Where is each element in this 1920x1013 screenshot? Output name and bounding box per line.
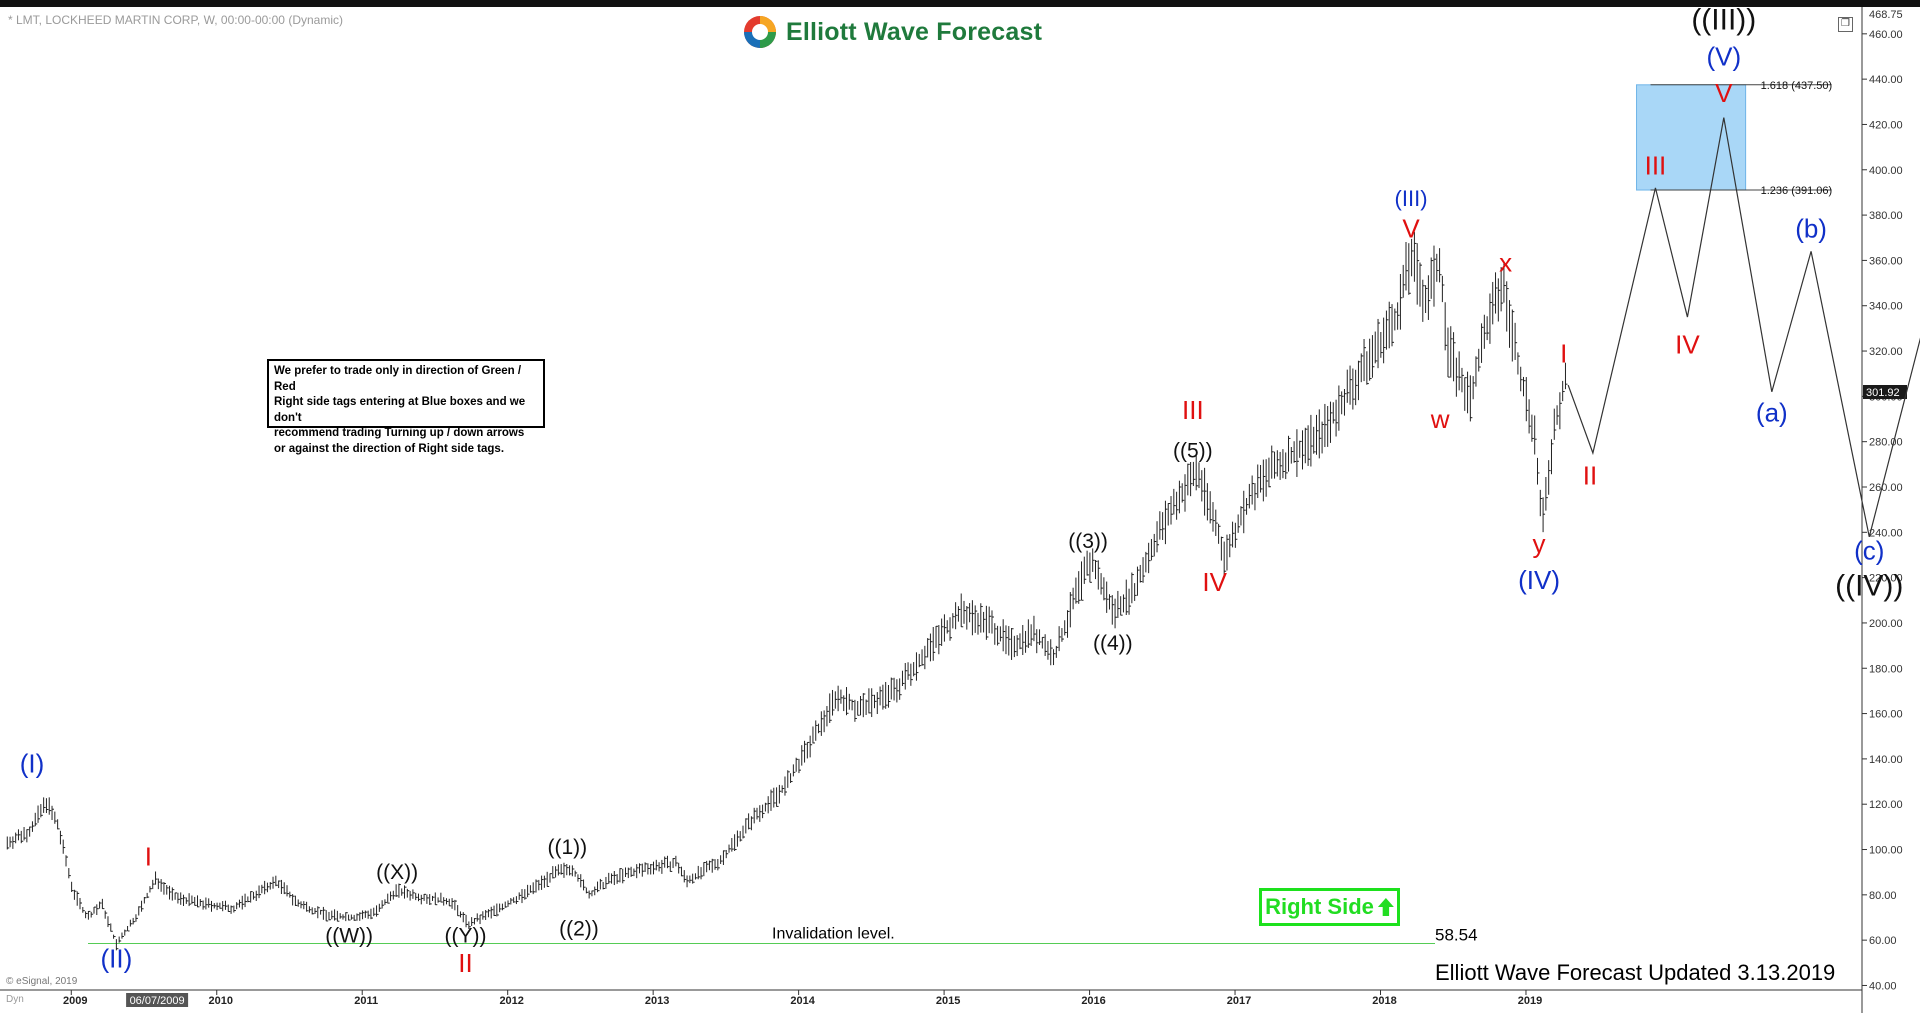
wave-label: ((5)) <box>1173 440 1213 463</box>
note-line: or against the direction of Right side t… <box>274 442 505 455</box>
wave-label: II <box>1583 461 1597 491</box>
wave-label: ((4)) <box>1093 632 1133 655</box>
wave-label: IV <box>1202 567 1227 597</box>
note-line: We prefer to trade only in direction of … <box>274 365 522 393</box>
date-marker-label: 06/07/2009 <box>130 995 185 1007</box>
y-tick-label: 440.00 <box>1869 74 1903 86</box>
wave-label: ((Y)) <box>445 924 487 947</box>
y-tick-label: 60.00 <box>1869 935 1897 947</box>
y-tick-label: 360.00 <box>1869 255 1903 267</box>
x-tick-label: 2013 <box>645 995 669 1007</box>
x-tick-label: 2014 <box>790 995 815 1007</box>
x-tick-label: 2018 <box>1372 995 1396 1007</box>
x-tick-label: 2011 <box>354 995 378 1007</box>
note-line: recommend trading Turning up / down arro… <box>274 427 525 439</box>
invalidation-value: 58.54 <box>1435 925 1478 944</box>
y-tick-label: 160.00 <box>1869 709 1903 721</box>
wave-label: x <box>1499 248 1512 278</box>
wave-label: (IV) <box>1518 565 1560 595</box>
symbol-info-line: * LMT, LOCKHEED MARTIN CORP, W, 00:00-00… <box>8 13 343 27</box>
y-tick-label: 240.00 <box>1869 527 1903 539</box>
x-tick-label: 2017 <box>1227 995 1251 1007</box>
x-tick-label: 2009 <box>63 995 87 1007</box>
y-tick-label: 80.00 <box>1869 890 1897 902</box>
y-top-label: 468.75 <box>1869 9 1903 21</box>
y-tick-label: 200.00 <box>1869 618 1903 630</box>
wave-label: ((3)) <box>1068 530 1108 553</box>
wave-label: ((2)) <box>559 918 599 941</box>
wave-label: ((X)) <box>376 861 418 884</box>
x-tick-label: 2015 <box>936 995 960 1007</box>
y-tick-label: 120.00 <box>1869 799 1903 811</box>
wave-label: I <box>1560 338 1567 368</box>
wave-label: V <box>1402 214 1420 244</box>
brand-logo: Elliott Wave Forecast <box>742 14 1042 50</box>
y-tick-label: 260.00 <box>1869 482 1903 494</box>
logo-swirl-icon <box>744 16 776 48</box>
wave-label: V <box>1715 78 1733 108</box>
wave-label: (c) <box>1854 535 1884 565</box>
fib-level-label: 1.618 (437.50) <box>1761 80 1833 92</box>
y-tick-label: 180.00 <box>1869 663 1903 675</box>
x-tick-label: 2019 <box>1518 995 1542 1007</box>
y-tick-label: 40.00 <box>1869 980 1897 992</box>
wave-label: II <box>458 948 472 978</box>
wave-label: ((W)) <box>325 924 373 947</box>
note-line: Right side tags entering at Blue boxes a… <box>274 396 526 424</box>
wave-label: ((1)) <box>548 836 588 859</box>
trading-note-box: We prefer to trade only in direction of … <box>267 359 545 455</box>
right-side-label: Right Side <box>1265 894 1374 919</box>
x-tick-label: 2010 <box>209 995 233 1007</box>
updated-caption: Elliott Wave Forecast Updated 3.13.2019 <box>1435 960 1836 985</box>
wave-label: I <box>145 841 152 871</box>
y-tick-label: 380.00 <box>1869 210 1903 222</box>
brand-name: Elliott Wave Forecast <box>786 17 1043 46</box>
up-arrow-icon <box>1377 898 1394 916</box>
y-tick-label: 140.00 <box>1869 754 1903 766</box>
y-tick-label: 420.00 <box>1869 119 1903 131</box>
fib-level-label: 1.236 (391.06) <box>1761 185 1833 197</box>
y-tick-label: 400.00 <box>1869 165 1903 177</box>
projection-path <box>1567 117 1920 537</box>
wave-label: ((IV)) <box>1835 570 1903 603</box>
last-price-label: 301.92 <box>1866 387 1900 399</box>
invalidation-label: Invalidation level. <box>772 925 895 942</box>
window-top-border <box>0 0 1920 7</box>
dyn-label: Dyn <box>6 994 24 1005</box>
window-restore-button[interactable]: ❐ <box>1838 17 1853 32</box>
wave-label: y <box>1533 529 1546 559</box>
x-tick-label: 2012 <box>499 995 523 1007</box>
wave-label: (a) <box>1756 397 1788 427</box>
y-tick-label: 100.00 <box>1869 845 1903 857</box>
wave-label: ((III)) <box>1691 3 1756 36</box>
wave-label: (II) <box>100 943 132 973</box>
y-tick-label: 220.00 <box>1869 573 1903 585</box>
y-tick-label: 460.00 <box>1869 29 1903 41</box>
wave-label: (b) <box>1795 214 1827 244</box>
wave-label: (III) <box>1395 186 1428 211</box>
y-tick-label: 340.00 <box>1869 301 1903 313</box>
wave-label: IV <box>1675 329 1700 359</box>
right-side-tag: Right Side <box>1259 888 1400 926</box>
y-tick-label: 280.00 <box>1869 437 1903 449</box>
y-tick-label: 320.00 <box>1869 346 1903 358</box>
wave-label: III <box>1645 150 1667 180</box>
x-tick-label: 2016 <box>1081 995 1105 1007</box>
wave-label: w <box>1430 404 1450 434</box>
last-price-tag <box>1863 385 1907 400</box>
date-marker-box <box>126 993 189 1007</box>
copyright-text: © eSignal, 2019 <box>6 976 78 987</box>
wave-label: (V) <box>1706 42 1741 72</box>
wave-label: III <box>1182 395 1204 425</box>
wave-label: (I) <box>20 748 45 778</box>
